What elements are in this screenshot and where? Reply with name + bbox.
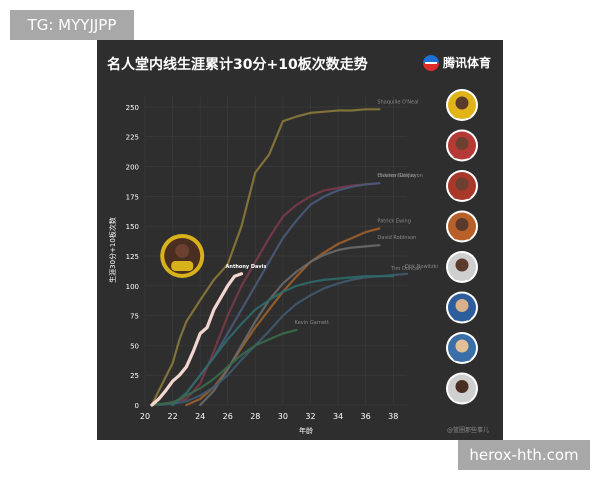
x-tick-label: 28 (250, 412, 260, 421)
series-line (157, 182, 381, 407)
y-tick-label: 225 (126, 134, 139, 142)
x-tick-label: 32 (305, 412, 315, 421)
series-label: Hakeem Olajuwon (377, 173, 422, 179)
player-portrait-body (453, 353, 471, 361)
y-tick-label: 100 (126, 283, 139, 291)
x-tick-label: 30 (278, 412, 288, 421)
highlight-player-portrait-head (175, 243, 190, 258)
x-tick-label: 22 (167, 412, 177, 421)
series-line (171, 275, 395, 407)
chart-panel: 名人堂内线生涯累计30分+10板次数走势 腾讯体育 0 25 50 75 100 125 1… (97, 40, 503, 440)
chart-title: 名人堂内线生涯累计30分+10板次数走势 (107, 57, 368, 73)
player-portrait-body (453, 110, 471, 118)
series-label: Dirk Nowitzki (405, 264, 438, 270)
credit: @篮圈那些事儿 (446, 427, 489, 434)
x-axis-label: 年龄 (299, 426, 313, 435)
y-axis-label: 生涯30分+10板次数 (108, 217, 117, 283)
player-portrait-head (455, 96, 469, 110)
x-tick-label: 24 (195, 412, 205, 421)
series-label: Charles Barkley (377, 173, 416, 179)
series-label: Patrick Ewing (377, 219, 410, 225)
y-tick-label: 200 (126, 164, 139, 172)
player-portrait-head (455, 339, 469, 353)
y-tick-label: 50 (130, 342, 139, 350)
series-line (157, 272, 409, 407)
x-tick-label: 36 (361, 412, 371, 421)
y-tick-label: 150 (126, 223, 139, 231)
player-portrait-body (453, 231, 471, 240)
highlight-player-portrait-jersey (171, 260, 194, 271)
player-portrait-body (453, 393, 471, 402)
y-tick-label: 0 (135, 402, 139, 410)
series-label: David Robinson (377, 235, 416, 241)
y-tick-label: 75 (130, 313, 139, 321)
x-tick-label: 34 (333, 412, 343, 421)
series-line (150, 108, 381, 407)
series-label: Tim Duncan (390, 266, 421, 272)
player-portrait-body (453, 272, 471, 280)
tencent-sports-logo-icon (422, 54, 439, 71)
watermark-bottom: herox-hth.com (458, 440, 590, 470)
player-portrait-body (453, 150, 471, 159)
x-tick-label: 38 (388, 412, 398, 421)
series-line (150, 272, 244, 407)
player-portrait-head (455, 258, 469, 272)
watermark-top: TG: MYYJJPP (10, 10, 134, 40)
player-portrait-body (453, 191, 471, 199)
y-tick-label: 175 (126, 193, 139, 201)
line-chart: 0 25 50 75 100 125 150 175 200 225 250 20 22 24 26 28 30… (108, 89, 478, 435)
player-portrait-body (453, 312, 471, 321)
player-portrait-head (455, 218, 469, 231)
y-tick-label: 25 (130, 372, 139, 380)
brand-label: 腾讯体育 (442, 56, 491, 70)
series-label: Kevin Garnett (295, 320, 329, 326)
brand: 腾讯体育 (422, 54, 491, 71)
series-line (150, 328, 298, 407)
y-tick-label: 125 (126, 253, 139, 261)
x-tick-label: 20 (140, 412, 150, 421)
player-portrait-head (455, 137, 469, 150)
player-portrait-head (455, 380, 469, 393)
y-tick-label: 250 (126, 104, 139, 112)
x-tick-label: 26 (223, 412, 233, 421)
player-portrait-head (455, 177, 469, 191)
series-label: Anthony Davis (226, 264, 267, 270)
player-portrait-head (455, 299, 469, 312)
series-label: Shaquille O'Neal (377, 99, 418, 105)
